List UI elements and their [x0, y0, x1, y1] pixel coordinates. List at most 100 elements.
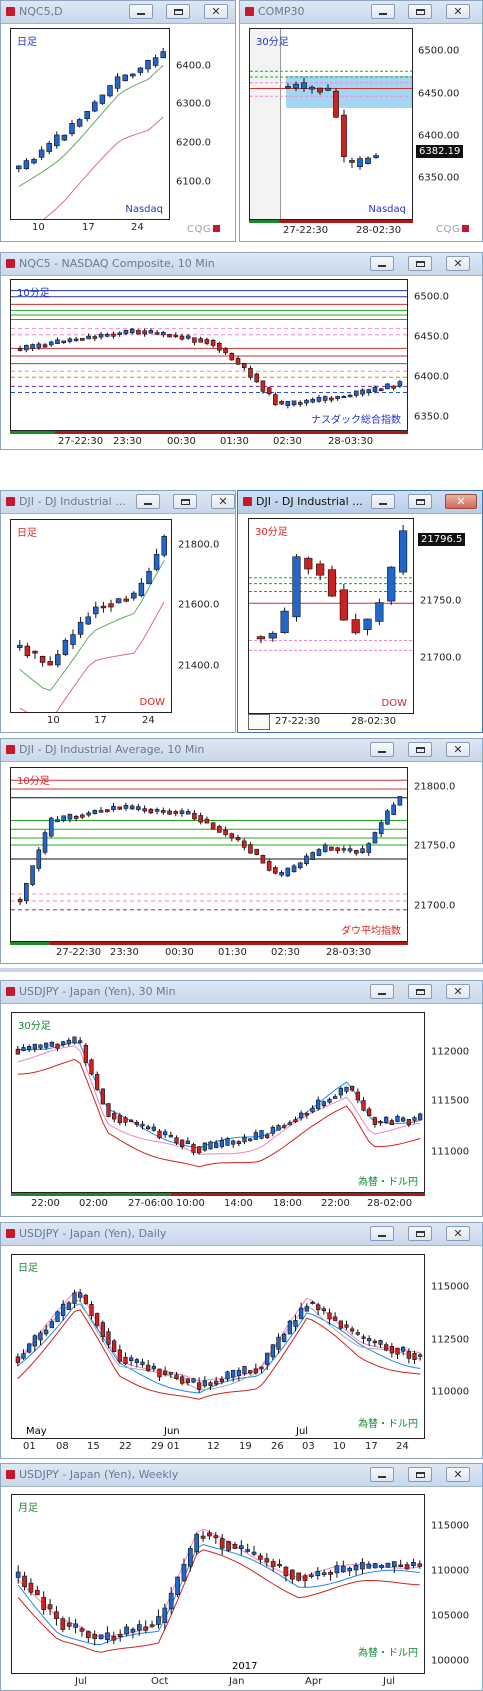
candle-body — [363, 618, 372, 630]
candle-body — [270, 1561, 276, 1567]
window-dji-daily[interactable]: DJI - DJ Industrial ... ✕ 日足 DOW 21800.0… — [0, 490, 236, 733]
minimize-button[interactable] — [371, 4, 395, 19]
price-chart[interactable]: 日足 為替・ドル円 May Jun Jul — [11, 1254, 425, 1439]
app-icon — [6, 259, 15, 268]
x-axis[interactable]: 27-22:30 28-02:30 — [248, 714, 414, 730]
title-bar[interactable]: DJI - DJ Industrial Average, 10 Min ✕ — [1, 739, 482, 762]
timeframe-label: 日足 — [17, 528, 37, 539]
price-chart[interactable]: 10分足 ナスダック総合指数 — [10, 279, 408, 431]
price-chart[interactable]: 月足 為替・ドル円 2017 — [11, 1494, 425, 1674]
y-axis[interactable]: 21800.0 21600.0 21400.0 — [175, 519, 235, 713]
close-button[interactable]: ✕ — [446, 984, 470, 999]
x-tick: 08 — [56, 1441, 69, 1452]
window-dji-30min[interactable]: DJI - DJ Industrial ... ✕ 30分足 DOW 21750… — [237, 490, 483, 733]
minimize-button[interactable] — [370, 1226, 394, 1241]
minimize-button[interactable] — [129, 4, 153, 19]
minimize-button[interactable] — [370, 984, 394, 999]
price-chart[interactable]: 30分足 Nasdaq — [249, 28, 413, 220]
y-axis[interactable]: 6500.00 6450.00 6400.00 6350.00 — [415, 28, 481, 220]
candle-body — [54, 1611, 59, 1619]
maximize-button[interactable] — [408, 1467, 432, 1482]
price-chart[interactable]: 30分足 為替・ドル円 — [11, 1012, 425, 1193]
y-axis[interactable]: 115000 112500 110000 — [428, 1254, 482, 1439]
y-axis[interactable]: 21800.0 21750.0 21700.0 — [411, 767, 481, 942]
window-comp-30min[interactable]: COMP30 ✕ 30分足 Nasdaq 6500.00 6450.00 640… — [239, 0, 483, 242]
y-axis[interactable]: 115000 110000 105000 100000 — [428, 1494, 482, 1674]
window-usdjpy-weekly[interactable]: USDJPY - Japan (Yen), Weekly ✕ 月足 為替・ドル円… — [0, 1463, 483, 1691]
maximize-button[interactable] — [408, 256, 432, 271]
maximize-button[interactable] — [173, 494, 197, 509]
window-nqc5-daily[interactable]: NQC5,D ✕ 日足 Nasdaq 6400.0 6300.0 6200.0 … — [0, 0, 236, 242]
minimize-button[interactable] — [370, 256, 394, 271]
maximize-button[interactable] — [408, 1226, 432, 1241]
candle-body — [124, 1626, 129, 1635]
close-button[interactable]: ✕ — [211, 494, 235, 509]
minimize-button[interactable] — [370, 1467, 394, 1482]
candle-body — [108, 603, 114, 608]
window-nqc5-10min[interactable]: NQC5 - NASDAQ Composite, 10 Min ✕ 10分足 ナ… — [0, 252, 483, 450]
close-button[interactable]: ✕ — [204, 4, 228, 19]
price-chart[interactable]: 日足 DOW — [10, 519, 172, 713]
candle-body — [55, 339, 60, 344]
minimize-button[interactable] — [136, 494, 160, 509]
window-dji-10min[interactable]: DJI - DJ Industrial Average, 10 Min ✕ 10… — [0, 738, 483, 964]
title-bar[interactable]: DJI - DJ Industrial ... ✕ — [1, 491, 235, 514]
title-bar[interactable]: COMP30 ✕ — [240, 1, 482, 24]
candle-body — [361, 1100, 366, 1111]
x-axis[interactable]: 10 17 24 — [10, 220, 170, 236]
maximize-button[interactable] — [166, 4, 190, 19]
x-tick: 01:30 — [220, 436, 249, 447]
maximize-button[interactable] — [408, 742, 432, 757]
candle-body — [367, 1108, 372, 1117]
maximize-button[interactable] — [408, 984, 432, 999]
y-axis[interactable]: 112000 111500 111000 — [428, 1012, 482, 1193]
window-usdjpy-daily[interactable]: USDJPY - Japan (Yen), Daily ✕ 日足 為替・ドル円 … — [0, 1222, 483, 1459]
window-usdjpy-30min[interactable]: USDJPY - Japan (Yen), 30 Min ✕ 30分足 為替・ド… — [0, 980, 483, 1217]
x-axis[interactable]: Jul Oct Jan Apr Jul — [11, 1674, 425, 1690]
candle-body — [339, 589, 348, 621]
minimize-button[interactable] — [371, 494, 395, 509]
candle-body — [134, 1121, 139, 1125]
candle-body — [136, 1624, 142, 1631]
title-bar[interactable]: NQC5 - NASDAQ Composite, 10 Min ✕ — [1, 253, 482, 276]
scroll-thumb[interactable] — [248, 714, 270, 730]
candle-body — [24, 882, 29, 902]
y-tick: 111000 — [431, 1146, 470, 1158]
x-axis[interactable]: 27-22:30 23:30 00:30 01:30 02:30 28-03:3… — [10, 942, 408, 958]
title-bar[interactable]: USDJPY - Japan (Yen), Weekly ✕ — [1, 1464, 482, 1487]
maximize-button[interactable] — [408, 4, 432, 19]
close-button[interactable]: ✕ — [446, 742, 470, 757]
x-axis[interactable]: 10 17 24 — [10, 713, 172, 729]
price-chart[interactable]: 10分足 ダウ平均指数 — [10, 767, 408, 942]
candle-body — [354, 390, 359, 396]
title-bar[interactable]: DJI - DJ Industrial ... ✕ — [238, 491, 482, 514]
maximize-button[interactable] — [408, 494, 432, 509]
price-chart[interactable]: 30分足 DOW — [248, 518, 414, 714]
y-axis[interactable]: 21750.0 21700.0 — [417, 518, 481, 714]
close-button[interactable]: ✕ — [446, 4, 470, 19]
candle-body — [248, 367, 253, 378]
month-label: Jun — [164, 1426, 180, 1437]
candle-body — [30, 865, 35, 885]
close-button[interactable]: ✕ — [446, 1226, 470, 1241]
title-bar[interactable]: NQC5,D ✕ — [1, 1, 235, 24]
candle-body — [277, 1563, 282, 1567]
y-axis[interactable]: 6500.0 6450.0 6400.0 6350.0 — [411, 279, 481, 431]
price-chart[interactable]: 日足 Nasdaq — [10, 28, 170, 220]
close-button[interactable]: ✕ — [446, 1467, 470, 1482]
close-button[interactable]: ✕ — [446, 256, 470, 271]
x-tick: 28-03:30 — [326, 947, 372, 958]
close-button[interactable]: ✕ — [445, 494, 477, 509]
y-tick: 6450.00 — [418, 88, 460, 100]
title-bar[interactable]: USDJPY - Japan (Yen), Daily ✕ — [1, 1223, 482, 1246]
x-axis[interactable]: 27-22:30 23:30 00:30 01:30 02:30 28-03:3… — [10, 431, 408, 447]
candle-body — [397, 381, 403, 387]
title-bar[interactable]: USDJPY - Japan (Yen), 30 Min ✕ — [1, 981, 482, 1004]
y-axis[interactable]: 6400.0 6300.0 6200.0 6100.0 — [173, 28, 235, 220]
last-price-box: 21796.5 — [418, 533, 466, 546]
x-axis[interactable]: 27-22:30 28-02:30 — [249, 220, 413, 236]
minimize-button[interactable] — [370, 742, 394, 757]
x-axis[interactable]: 22:00 02:00 27-06:00 10:00 14:00 18:00 2… — [11, 1193, 425, 1209]
candles-svg — [11, 290, 407, 409]
x-axis[interactable]: 01 08 15 22 29 01 12 19 26 03 10 17 24 — [11, 1439, 425, 1455]
